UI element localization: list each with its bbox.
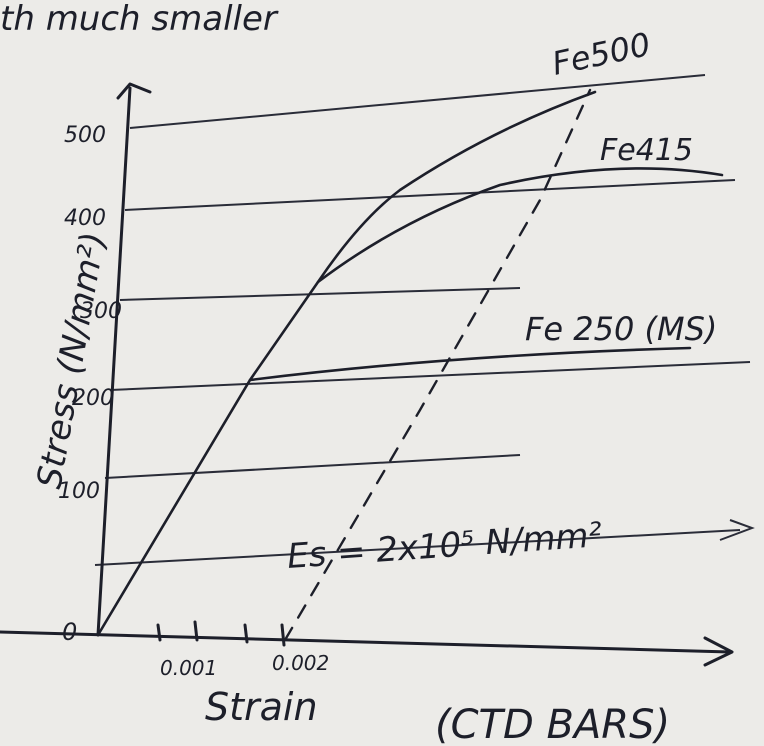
y-tick-label: 200 [72,386,114,411]
footer-text: (CTD BARS) [435,702,670,746]
y-tick-label: 0 [62,618,77,646]
y-tick-label: 500 [64,123,106,148]
header-text: th much smaller [0,0,279,39]
diagram: th much smaller Stress (N/mm²) 500 400 3… [0,0,764,746]
curve-label: Fe415 [600,133,693,168]
x-tick-label: 0.001 [160,656,217,680]
y-tick-label: 400 [64,206,106,231]
y-tick-label: 100 [58,479,100,504]
x-axis-label: Strain [205,685,318,729]
y-tick-label: 300 [80,299,122,324]
curve-label: Fe 250 (MS) [525,310,717,348]
x-tick-label: 0.002 [272,651,329,675]
